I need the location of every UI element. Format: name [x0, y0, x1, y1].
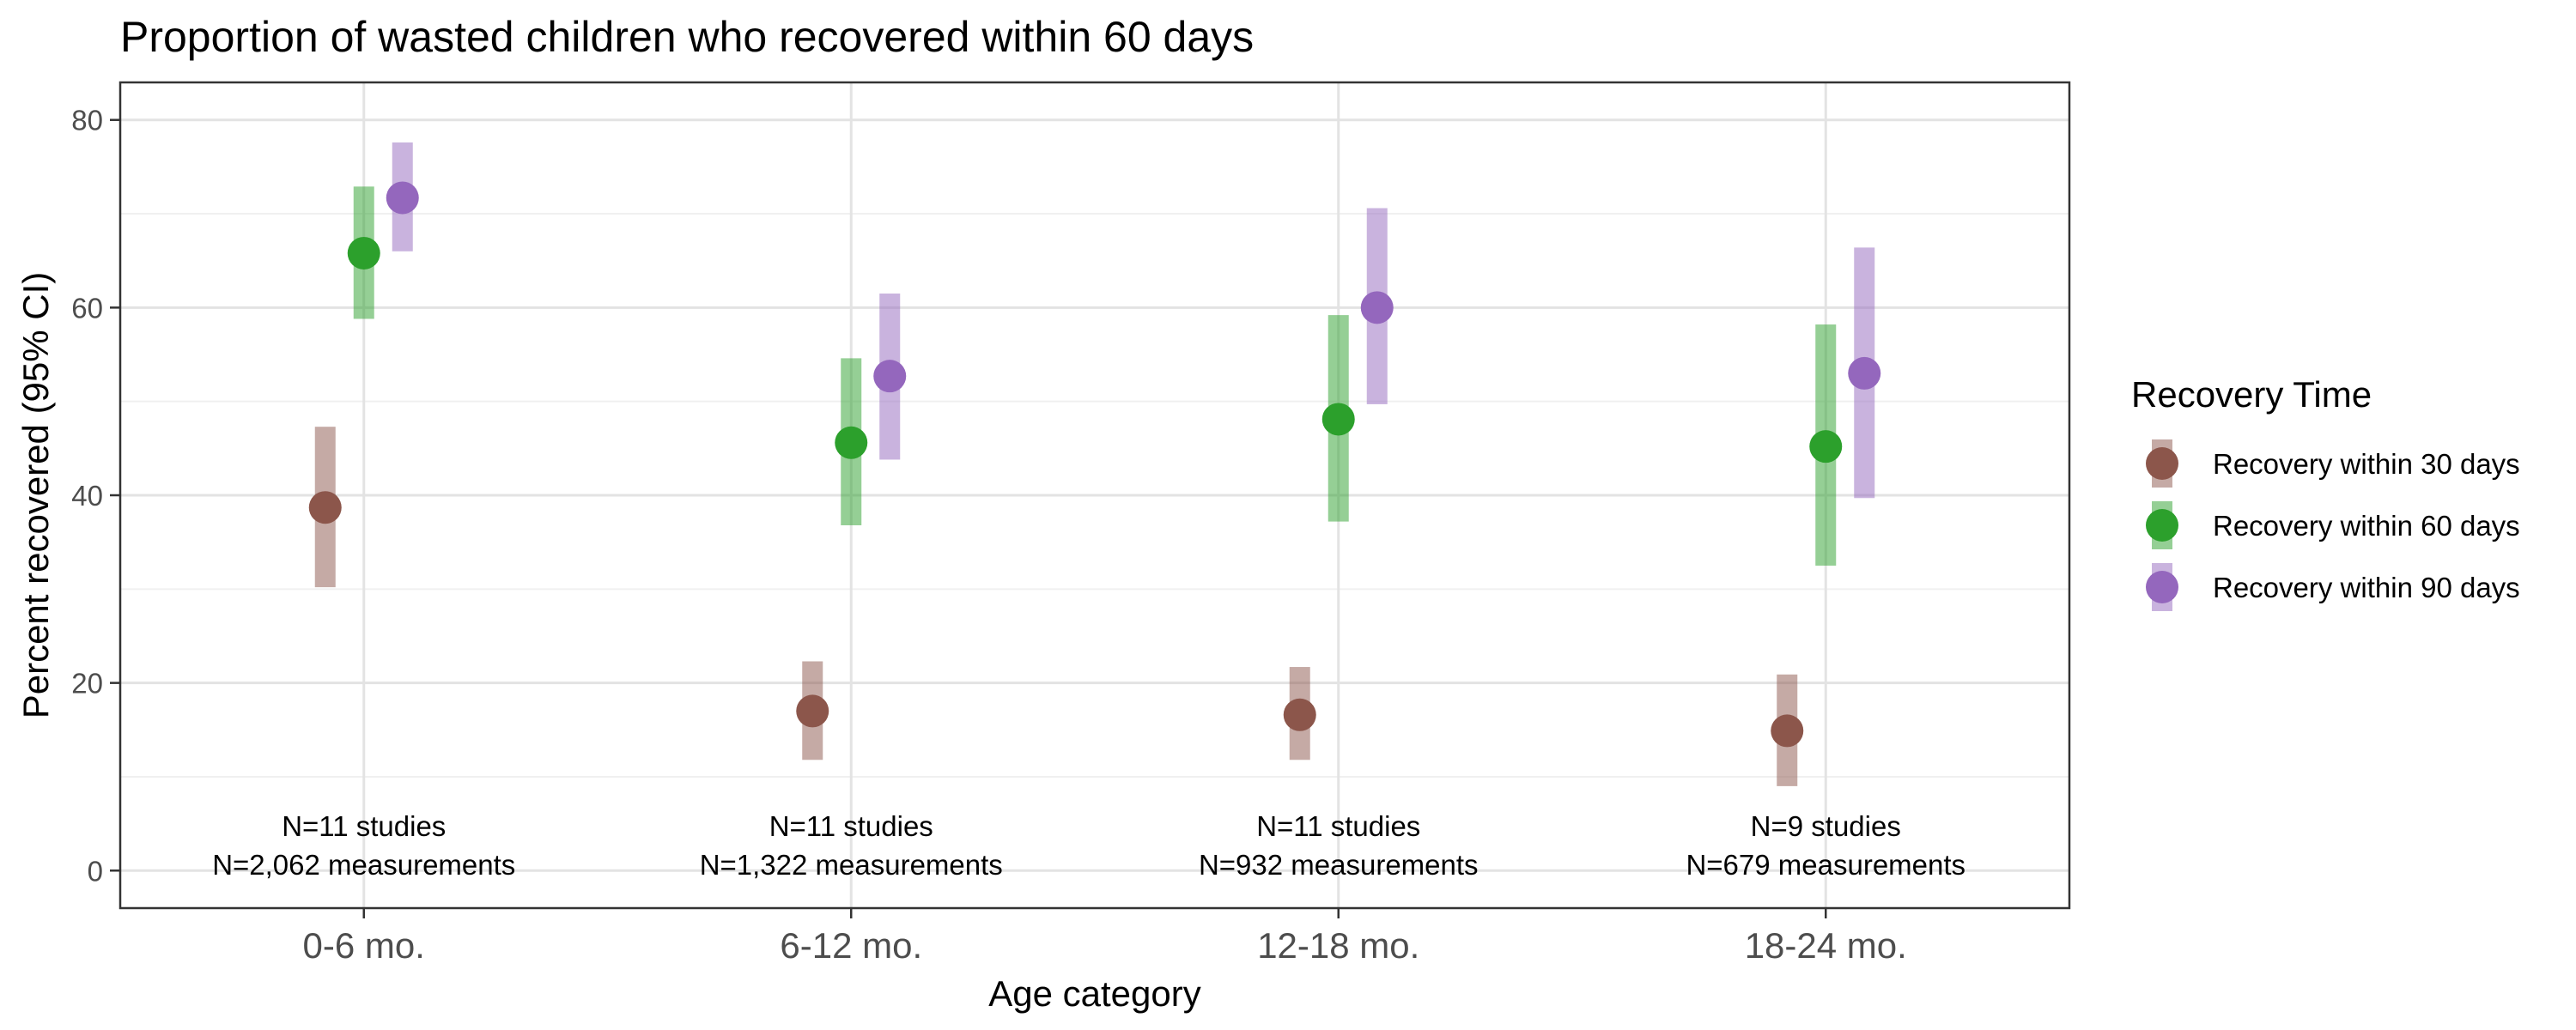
x-tick-label: 18-24 mo.: [1745, 925, 1907, 966]
sample-size-annotation: N=2,062 measurements: [212, 849, 515, 881]
data-point: [1321, 403, 1355, 436]
axes: 0 20 40 60 80 0-6 mo. 6-12 mo. 12-18 mo. 18-24 m…: [71, 105, 1907, 966]
data-point: [1283, 698, 1316, 731]
y-tick-label: 80: [71, 105, 103, 136]
data-point: [386, 181, 419, 215]
legend-label: Recovery within 30 days: [2213, 448, 2520, 480]
legend: Recovery Time Recovery within 30 days Rec…: [2131, 374, 2520, 611]
sample-size-annotation: N=1,322 measurements: [700, 849, 1003, 881]
y-tick-label: 60: [71, 292, 103, 324]
data-point: [835, 426, 868, 459]
x-axis-title: Age category: [988, 973, 1201, 1014]
data-point: [873, 360, 907, 393]
data-point: [1809, 430, 1843, 464]
legend-key-point: [2146, 509, 2178, 542]
legend-label: Recovery within 60 days: [2213, 510, 2520, 542]
data-point: [1360, 291, 1394, 324]
data-point: [1771, 714, 1804, 748]
x-tick-label: 12-18 mo.: [1257, 925, 1419, 966]
chart-title: Proportion of wasted children who recove…: [120, 13, 1254, 61]
data-point: [308, 491, 342, 524]
sample-size-annotation: N=932 measurements: [1199, 849, 1479, 881]
data-point: [347, 236, 380, 270]
sample-size-annotation: N=11 studies: [1256, 810, 1420, 842]
sample-size-annotation: N=11 studies: [769, 810, 933, 842]
legend-key-point: [2146, 571, 2178, 603]
x-tick-label: 6-12 mo.: [780, 925, 922, 966]
data-point: [1848, 356, 1881, 390]
y-tick-label: 20: [71, 668, 103, 700]
data-point: [796, 694, 829, 728]
legend-label: Recovery within 90 days: [2213, 572, 2520, 603]
sample-size-annotation: N=11 studies: [282, 810, 446, 842]
y-axis-title: Percent recovered (95% CI): [15, 272, 56, 719]
legend-title: Recovery Time: [2131, 374, 2372, 415]
sample-size-annotation: N=9 studies: [1751, 810, 1901, 842]
y-tick-label: 40: [71, 480, 103, 512]
legend-key-point: [2146, 447, 2178, 480]
plot-marks: N=11 studies N=2,062 measurements N=11 stu…: [212, 142, 1965, 881]
y-tick-label: 0: [88, 855, 103, 887]
x-tick-label: 0-6 mo.: [303, 925, 425, 966]
sample-size-annotation: N=679 measurements: [1686, 849, 1965, 881]
